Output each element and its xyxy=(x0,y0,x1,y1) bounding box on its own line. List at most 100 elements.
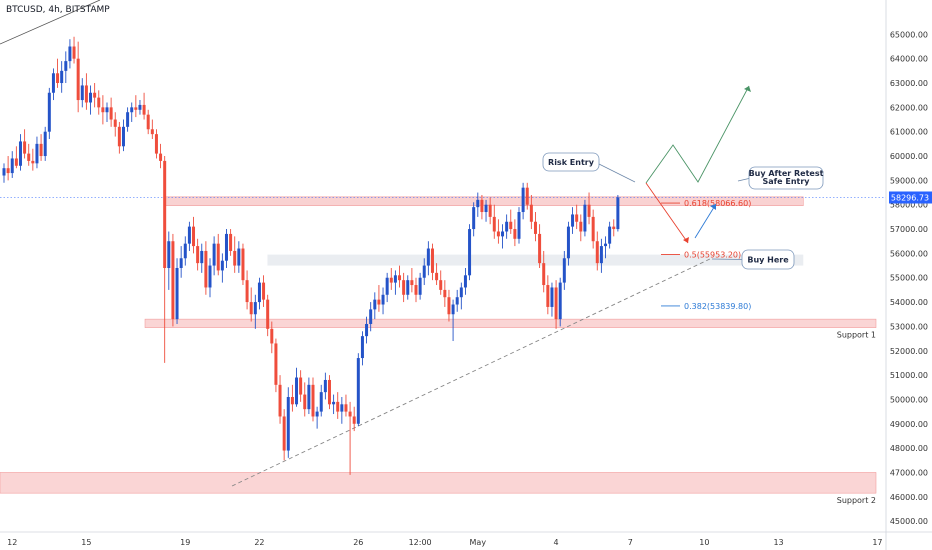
candle xyxy=(312,378,315,422)
candle xyxy=(27,144,30,166)
candle xyxy=(122,120,125,152)
arrow-head-icon xyxy=(744,86,751,92)
candle xyxy=(188,222,191,251)
candle xyxy=(575,205,578,229)
y-tick-label: 59000.00 xyxy=(890,176,928,185)
candle xyxy=(464,268,467,295)
y-tick-label: 51000.00 xyxy=(890,371,928,380)
x-tick-label: 10 xyxy=(699,538,709,547)
candle xyxy=(493,205,496,239)
candle xyxy=(138,100,141,115)
candle xyxy=(258,278,261,310)
candle xyxy=(505,214,508,238)
rising-support-trendline xyxy=(232,258,712,486)
candle xyxy=(406,275,409,299)
candle xyxy=(217,234,220,275)
candle xyxy=(171,234,174,326)
candle xyxy=(579,214,582,241)
candle xyxy=(118,122,121,154)
risk-entry-box: Risk Entry xyxy=(543,153,635,182)
x-tick-label: 22 xyxy=(254,538,264,547)
candle xyxy=(307,378,310,415)
x-tick-label: 26 xyxy=(353,538,363,547)
support-1-label: Support 1 xyxy=(837,331,876,340)
candle xyxy=(77,42,80,113)
candle xyxy=(571,207,574,234)
candle xyxy=(382,287,385,314)
candle xyxy=(419,273,422,300)
x-tick-label: 7 xyxy=(628,538,633,547)
current-price-badge: 58296.73 xyxy=(889,191,932,203)
x-tick-label: 4 xyxy=(554,538,559,547)
candle xyxy=(266,295,269,336)
candle xyxy=(443,280,446,307)
candle xyxy=(402,273,405,302)
candle xyxy=(101,95,104,124)
y-tick-label: 52000.00 xyxy=(890,347,928,356)
candle xyxy=(340,397,343,424)
candle xyxy=(336,392,339,419)
candle xyxy=(357,353,360,426)
candle xyxy=(3,163,6,182)
candle xyxy=(250,287,253,321)
y-tick-label: 63000.00 xyxy=(890,79,928,88)
candle xyxy=(373,292,376,319)
candle xyxy=(204,241,207,295)
candle xyxy=(274,339,277,393)
candle xyxy=(221,253,224,282)
candle xyxy=(52,68,55,100)
candle xyxy=(147,110,150,134)
candle xyxy=(213,236,216,275)
candle xyxy=(110,98,113,127)
y-tick-label: 45000.00 xyxy=(890,517,928,526)
support-1-zone xyxy=(145,319,876,328)
candle xyxy=(431,244,434,281)
candle xyxy=(159,144,162,168)
x-tick-label: 12:00 xyxy=(409,538,432,547)
y-tick-label: 61000.00 xyxy=(890,128,928,137)
candle xyxy=(180,246,183,278)
candle xyxy=(377,285,380,312)
candle xyxy=(130,102,133,121)
candle xyxy=(439,270,442,294)
x-tick-label: 17 xyxy=(872,538,882,547)
candle xyxy=(229,229,232,256)
candle xyxy=(534,212,537,241)
candle xyxy=(344,395,347,417)
candle xyxy=(19,134,22,171)
y-tick-label: 57000.00 xyxy=(890,225,928,234)
candle xyxy=(106,102,109,121)
candle xyxy=(295,368,298,407)
candle xyxy=(299,370,302,402)
candle xyxy=(262,275,265,307)
candle xyxy=(394,270,397,294)
x-tick-label: 19 xyxy=(180,538,190,547)
candle xyxy=(48,88,51,139)
candle xyxy=(15,146,18,168)
y-tick-label: 48000.00 xyxy=(890,444,928,453)
candle xyxy=(68,39,71,68)
projection-path-retest xyxy=(646,183,688,243)
y-tick-label: 55000.00 xyxy=(890,274,928,283)
candle xyxy=(468,224,471,280)
candle xyxy=(225,229,228,268)
support-2-zone xyxy=(0,472,876,493)
x-tick-label: 15 xyxy=(81,538,91,547)
projection-path-up xyxy=(646,86,749,183)
candle xyxy=(200,244,203,273)
support-2-label: Support 2 xyxy=(837,496,876,505)
box-label: Buy Here xyxy=(747,256,789,265)
candle xyxy=(143,93,146,120)
candle xyxy=(612,219,615,236)
candle xyxy=(40,134,43,161)
svg-text:58296.73: 58296.73 xyxy=(891,193,929,202)
x-tick-label: 13 xyxy=(773,538,783,547)
y-tick-label: 46000.00 xyxy=(890,493,928,502)
candle xyxy=(513,219,516,246)
candle xyxy=(550,283,553,317)
chart-title: BTCUSD, 4h, BITSTAMP xyxy=(6,5,110,15)
candle xyxy=(81,78,84,107)
x-tick-label: May xyxy=(470,538,487,547)
